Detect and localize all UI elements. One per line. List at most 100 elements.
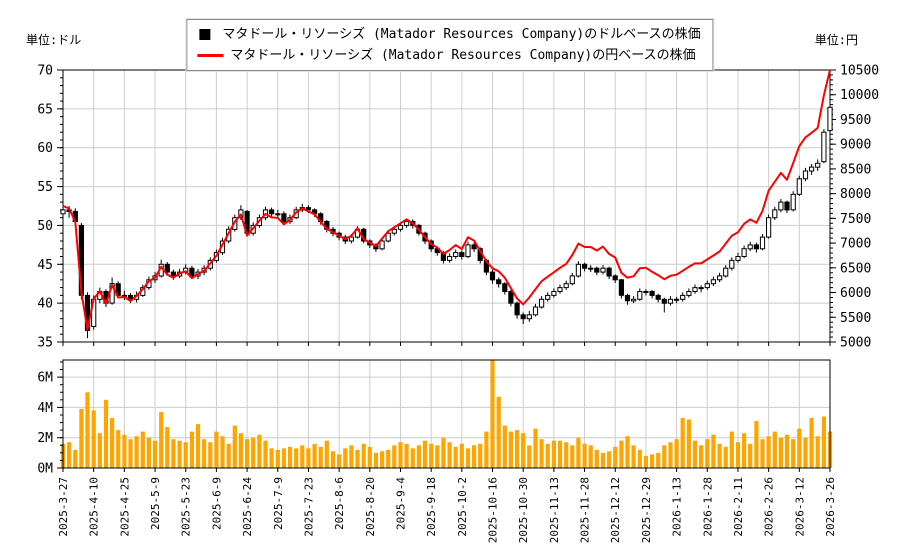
volume-bar (545, 443, 550, 468)
volume-axis-labels: 0M 2M 4M 6M (37, 371, 53, 477)
volume-bar (643, 455, 648, 468)
volume-bar (337, 454, 342, 468)
volume-bar (380, 451, 385, 468)
volume-bar (735, 442, 741, 468)
date-label: 2025-8-20 (364, 477, 377, 537)
gridlines (62, 70, 831, 468)
date-label: 2026-3-26 (824, 477, 837, 537)
volume-bar (686, 419, 691, 468)
candle-body (582, 263, 588, 269)
volume-bar (594, 449, 599, 468)
volume-bar (674, 439, 679, 468)
candle-body (723, 267, 729, 277)
date-label: 2025-6-24 (241, 477, 254, 537)
volume-bar (465, 448, 471, 468)
volume-bar (404, 443, 409, 468)
right-tick-label: 10000 (840, 88, 879, 103)
volume-bar (330, 451, 336, 468)
volume-bar (386, 449, 391, 468)
volume-bar (281, 448, 286, 468)
volume-bar (140, 431, 145, 468)
candle-body (710, 279, 716, 285)
candle-body (692, 287, 698, 293)
volume-bar (472, 445, 477, 468)
volume-tick-label: 4M (37, 401, 53, 416)
date-label: 2026-1-13 (671, 477, 684, 537)
volume-bar (195, 424, 201, 468)
date-label: 2025-10-2 (456, 477, 469, 537)
volume-bar (251, 437, 256, 468)
legend-item-yen: マタドール・リソーシズ (Matador Resources Company)の… (197, 45, 700, 66)
volume-bar (202, 439, 207, 468)
candle-body (189, 267, 195, 277)
candle-body (569, 275, 575, 285)
volume-tick-label: 6M (37, 371, 53, 386)
candle-body (637, 291, 643, 300)
candle-body (612, 275, 618, 281)
volume-bar (220, 436, 225, 468)
volume-bar (435, 445, 440, 468)
candle-body (766, 217, 772, 238)
left-tick-label: 50 (37, 219, 53, 234)
candlestick-series (60, 101, 833, 339)
volume-bar (110, 418, 115, 468)
candle-body (502, 283, 508, 293)
candle-body (447, 256, 453, 261)
candle-body (305, 207, 311, 211)
volume-bar (343, 448, 348, 468)
volume-bar (226, 443, 231, 468)
volume-bar (607, 451, 612, 468)
date-label: 2026-3-12 (793, 477, 806, 537)
volume-bar (373, 452, 378, 468)
volume-bar (668, 442, 673, 468)
volume-bar (165, 427, 170, 468)
candle-body (496, 279, 502, 285)
left-tick-label: 55 (37, 180, 53, 195)
volume-bar (183, 442, 188, 468)
volume-bar (116, 430, 121, 468)
volume-bar (662, 445, 667, 468)
candle-body (809, 166, 815, 172)
volume-bar (766, 436, 771, 468)
candle-body (606, 267, 612, 277)
date-label: 2025-11-13 (548, 477, 561, 543)
black-square-marker-icon (199, 29, 211, 40)
date-label: 2025-5-23 (180, 477, 193, 537)
volume-bar (349, 445, 354, 468)
volume-bar (656, 452, 661, 468)
right-tick-label: 5500 (840, 311, 871, 326)
left-tick-label: 40 (37, 297, 53, 312)
volume-bar (287, 446, 293, 468)
volume-bar (367, 446, 372, 468)
right-tick-label: 6000 (840, 286, 871, 301)
left-tick-label: 65 (37, 102, 53, 117)
date-label: 2025-5-9 (149, 477, 162, 530)
candle-body (465, 244, 471, 258)
volume-bar (600, 452, 606, 468)
volume-bar (557, 440, 563, 468)
candle-body (557, 287, 563, 293)
left-tick-label: 45 (37, 258, 53, 273)
volume-bar (631, 445, 636, 468)
date-label: 2026-2-26 (763, 477, 776, 537)
candle-body (164, 263, 170, 273)
axis-ticks (57, 69, 836, 472)
volume-bar (392, 445, 397, 468)
volume-bar (97, 433, 102, 468)
volume-bar (447, 442, 452, 468)
volume-bar (723, 446, 728, 468)
candle-body (698, 287, 704, 290)
volume-bar (152, 440, 158, 468)
candle-body (624, 294, 631, 302)
date-label: 2025-8-6 (333, 477, 346, 530)
volume-bar (312, 443, 317, 468)
candle-body (526, 314, 532, 320)
candle-body (170, 271, 177, 277)
candle-body (348, 236, 354, 242)
volume-bar (398, 442, 403, 468)
volume-bar (410, 448, 415, 468)
volume-bar (619, 440, 624, 468)
volume-bar (613, 446, 618, 468)
date-label: 2025-9-18 (425, 477, 438, 537)
